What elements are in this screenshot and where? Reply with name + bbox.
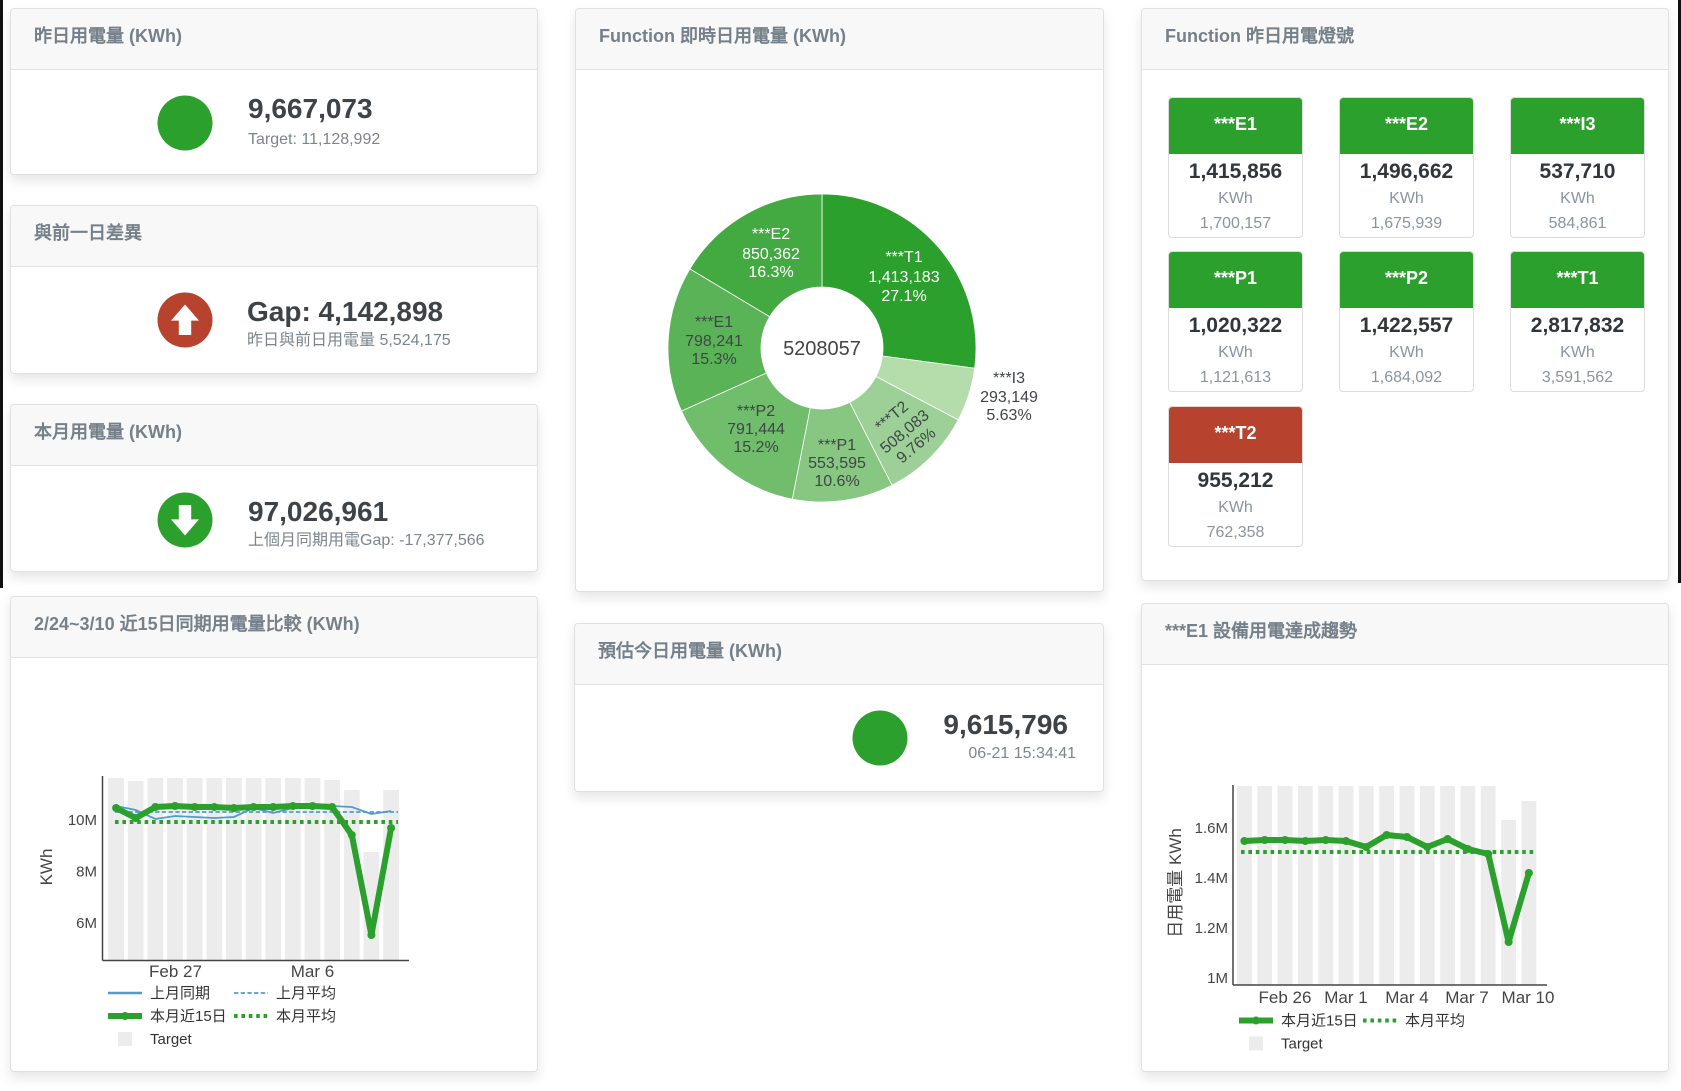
svg-text:Mar 4: Mar 4	[1385, 988, 1428, 1007]
svg-text:791,444: 791,444	[727, 421, 785, 438]
svg-text:10.6%: 10.6%	[814, 473, 859, 490]
svg-text:16.3%: 16.3%	[748, 264, 793, 281]
svg-text:***P1: ***P1	[818, 437, 856, 454]
svg-text:Feb 26: Feb 26	[1259, 988, 1312, 1007]
svg-text:1,413,183: 1,413,183	[868, 269, 939, 286]
svg-text:Target: Target	[150, 1031, 193, 1048]
svg-text:Mar 6: Mar 6	[291, 962, 334, 981]
svg-text:1.2M: 1.2M	[1195, 920, 1228, 937]
svg-text:10M: 10M	[68, 812, 97, 829]
svg-text:5208057: 5208057	[783, 338, 861, 360]
svg-text:本月近15日: 本月近15日	[150, 1008, 227, 1025]
svg-text:5.63%: 5.63%	[986, 407, 1031, 424]
svg-text:Mar 10: Mar 10	[1502, 988, 1555, 1007]
svg-text:本月平均: 本月平均	[1405, 1013, 1465, 1030]
svg-text:上月同期: 上月同期	[150, 985, 210, 1002]
svg-text:KWh: KWh	[37, 849, 56, 886]
svg-text:***E2: ***E2	[752, 226, 790, 243]
svg-text:上月平均: 上月平均	[276, 985, 336, 1002]
svg-text:15.2%: 15.2%	[733, 439, 778, 456]
svg-text:27.1%: 27.1%	[881, 288, 926, 305]
svg-text:***I3: ***I3	[993, 370, 1025, 387]
svg-text:8M: 8M	[76, 864, 97, 881]
svg-text:293,149: 293,149	[980, 389, 1038, 406]
svg-text:553,595: 553,595	[808, 455, 866, 472]
svg-text:Mar 1: Mar 1	[1324, 988, 1367, 1007]
svg-text:Feb 27: Feb 27	[149, 962, 202, 981]
svg-text:本月近15日: 本月近15日	[1281, 1013, 1358, 1030]
svg-text:本月平均: 本月平均	[276, 1008, 336, 1025]
svg-text:1.6M: 1.6M	[1195, 820, 1228, 837]
svg-text:6M: 6M	[76, 915, 97, 932]
svg-text:1.4M: 1.4M	[1195, 870, 1228, 887]
svg-text:850,362: 850,362	[742, 246, 800, 263]
svg-text:日用電量 KWh: 日用電量 KWh	[1166, 828, 1185, 938]
svg-text:***E1: ***E1	[695, 314, 733, 331]
svg-text:Target: Target	[1281, 1036, 1324, 1053]
svg-text:***T1: ***T1	[885, 249, 922, 266]
svg-text:Mar 7: Mar 7	[1445, 988, 1488, 1007]
svg-text:1M: 1M	[1207, 970, 1228, 987]
svg-text:***P2: ***P2	[737, 403, 775, 420]
svg-text:798,241: 798,241	[685, 333, 743, 350]
svg-text:15.3%: 15.3%	[691, 351, 736, 368]
